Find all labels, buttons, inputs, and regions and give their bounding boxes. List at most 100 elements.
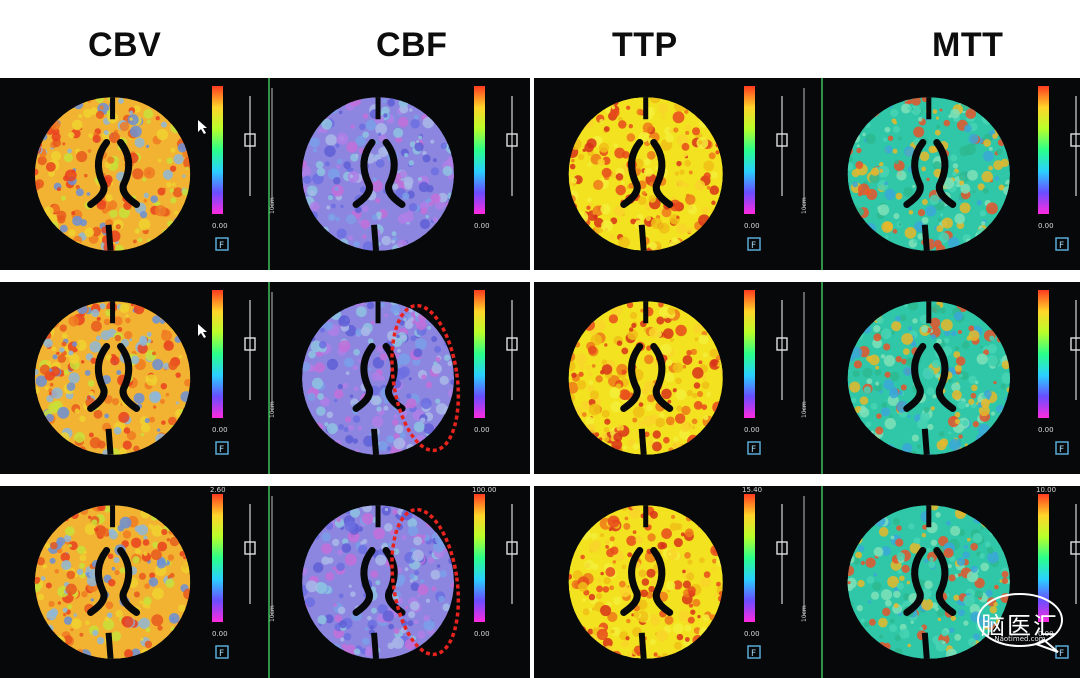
color-scale-bar xyxy=(1038,86,1049,214)
mouse-pointer-icon xyxy=(198,324,207,338)
f-box-icon-glyph: F xyxy=(1059,649,1064,659)
window-slider-handle xyxy=(244,541,256,555)
f-box-icon xyxy=(747,237,761,251)
header-cbv: CBV xyxy=(88,26,162,64)
brain-perfusion-map: 0.00 F xyxy=(34,290,256,455)
scan-panel-mtt-row-3: 0.00 10.00 10cm F xyxy=(800,486,1080,678)
color-scale-bar xyxy=(474,494,485,622)
header-ttp: TTP xyxy=(612,26,678,64)
brain-perfusion-map: 0.00 F xyxy=(568,290,788,455)
colorbar-max-label: 100.00 xyxy=(472,486,497,494)
f-box-icon xyxy=(1055,441,1069,455)
colorbar-min-label: 0.00 xyxy=(1038,426,1054,434)
window-slider-handle xyxy=(244,337,256,351)
f-box-icon xyxy=(215,645,229,659)
watermark: 脑医汇 Naotimed.com xyxy=(974,592,1066,654)
scan-panel-cbf-row-2: 0.00 10cm xyxy=(268,282,530,474)
mouse-pointer-icon xyxy=(198,120,207,134)
f-box-icon-glyph: F xyxy=(219,445,224,455)
scan-panel-mtt-row-1: 0.00 10cm F xyxy=(800,78,1080,270)
window-slider-handle xyxy=(244,133,256,147)
f-box-icon xyxy=(1055,237,1069,251)
scale-label: 10cm xyxy=(269,197,276,214)
color-scale-bar xyxy=(212,86,223,214)
colorbar-min-label: 0.00 xyxy=(744,426,760,434)
colorbar-min-label: 0.00 xyxy=(1038,222,1054,230)
brain-perfusion-map: 0.00 15.40 F xyxy=(568,486,788,659)
f-box-icon-glyph: F xyxy=(219,649,224,659)
window-slider-handle xyxy=(1070,337,1080,351)
window-slider-handle xyxy=(776,337,788,351)
f-box-icon xyxy=(747,645,761,659)
colorbar-min-label: 0.00 xyxy=(474,630,490,638)
window-slider-handle xyxy=(776,541,788,555)
brain-perfusion-map: 0.00 10.00 10cm F xyxy=(801,486,1080,678)
f-box-icon-glyph: F xyxy=(751,445,756,455)
window-slider-handle xyxy=(776,133,788,147)
header-mtt: MTT xyxy=(932,26,1004,64)
colorbar-min-label: 0.00 xyxy=(474,426,490,434)
window-slider-handle xyxy=(506,337,518,351)
color-scale-bar xyxy=(744,494,755,622)
scan-panel-ttp-row-1: 0.00 F xyxy=(534,78,800,270)
window-slider-handle xyxy=(506,133,518,147)
color-scale-bar xyxy=(1038,494,1049,622)
colorbar-min-label: 0.00 xyxy=(744,222,760,230)
color-scale-bar xyxy=(1038,290,1049,418)
scan-panel-cbf-row-1: 0.00 10cm xyxy=(268,78,530,270)
brain-perfusion-map: 0.00 10cm F xyxy=(801,78,1080,270)
scan-panel-mtt-row-2: 0.00 10cm F xyxy=(800,282,1080,474)
column-header-bar: CBV CBF TTP MTT xyxy=(0,0,1080,78)
colorbar-min-label: 0.00 xyxy=(212,426,228,434)
scan-panel-cbv-row-2: 0.00 F xyxy=(0,282,268,474)
scale-label: 10cm xyxy=(801,605,808,622)
scan-panel-ttp-row-2: 0.00 F xyxy=(534,282,800,474)
f-box-icon xyxy=(747,441,761,455)
scale-label: 10cm xyxy=(801,197,808,214)
brain-perfusion-map: 0.00 F xyxy=(34,86,256,251)
brain-perfusion-map: 0.00 10cm F xyxy=(801,282,1080,474)
brain-perfusion-map: 0.00 10cm xyxy=(268,78,518,270)
f-box-icon xyxy=(215,237,229,251)
f-box-icon xyxy=(215,441,229,455)
window-slider-handle xyxy=(1070,541,1080,555)
brain-perfusion-map: 0.00 2.60 F xyxy=(34,486,256,659)
f-box-icon-glyph: F xyxy=(751,649,756,659)
watermark-text: 脑医汇 xyxy=(981,612,1059,640)
brain-perfusion-map: 0.00 100.00 10cm xyxy=(268,486,518,678)
colorbar-min-label: 0.00 xyxy=(212,630,228,638)
color-scale-bar xyxy=(212,290,223,418)
window-slider-handle xyxy=(506,541,518,555)
watermark-bubble-icon xyxy=(977,593,1063,653)
colorbar-min-label: 0.00 xyxy=(1038,630,1054,638)
f-box-icon-glyph: F xyxy=(1059,445,1064,455)
ischemic-region-annotation xyxy=(390,303,461,453)
scan-panel-cbv-row-1: 0.00 F xyxy=(0,78,268,270)
colorbar-max-label: 10.00 xyxy=(1036,486,1056,494)
f-box-icon-glyph: F xyxy=(1059,241,1064,251)
scan-panel-ttp-row-3: 0.00 15.40 F xyxy=(534,486,800,678)
scan-panel-cbf-row-3: 0.00 100.00 10cm xyxy=(268,486,530,678)
color-scale-bar xyxy=(744,290,755,418)
colorbar-max-label: 2.60 xyxy=(210,486,226,494)
window-slider-handle xyxy=(1070,133,1080,147)
brain-perfusion-map: 0.00 F xyxy=(568,86,788,251)
colorbar-max-label: 15.40 xyxy=(742,486,762,494)
color-scale-bar xyxy=(744,86,755,214)
brain-perfusion-map: 0.00 10cm xyxy=(268,282,518,474)
ischemic-region-annotation xyxy=(390,507,461,657)
scale-label: 10cm xyxy=(801,401,808,418)
color-scale-bar xyxy=(212,494,223,622)
color-scale-bar xyxy=(474,86,485,214)
colorbar-min-label: 0.00 xyxy=(744,630,760,638)
f-box-icon-glyph: F xyxy=(751,241,756,251)
scale-label: 10cm xyxy=(269,401,276,418)
colorbar-min-label: 0.00 xyxy=(474,222,490,230)
colorbar-min-label: 0.00 xyxy=(212,222,228,230)
header-cbf: CBF xyxy=(376,26,448,64)
color-scale-bar xyxy=(474,290,485,418)
watermark-subtext: Naotimed.com xyxy=(994,635,1046,643)
scale-label: 10cm xyxy=(269,605,276,622)
scan-panel-cbv-row-3: 0.00 2.60 F xyxy=(0,486,268,678)
f-box-icon-glyph: F xyxy=(219,241,224,251)
